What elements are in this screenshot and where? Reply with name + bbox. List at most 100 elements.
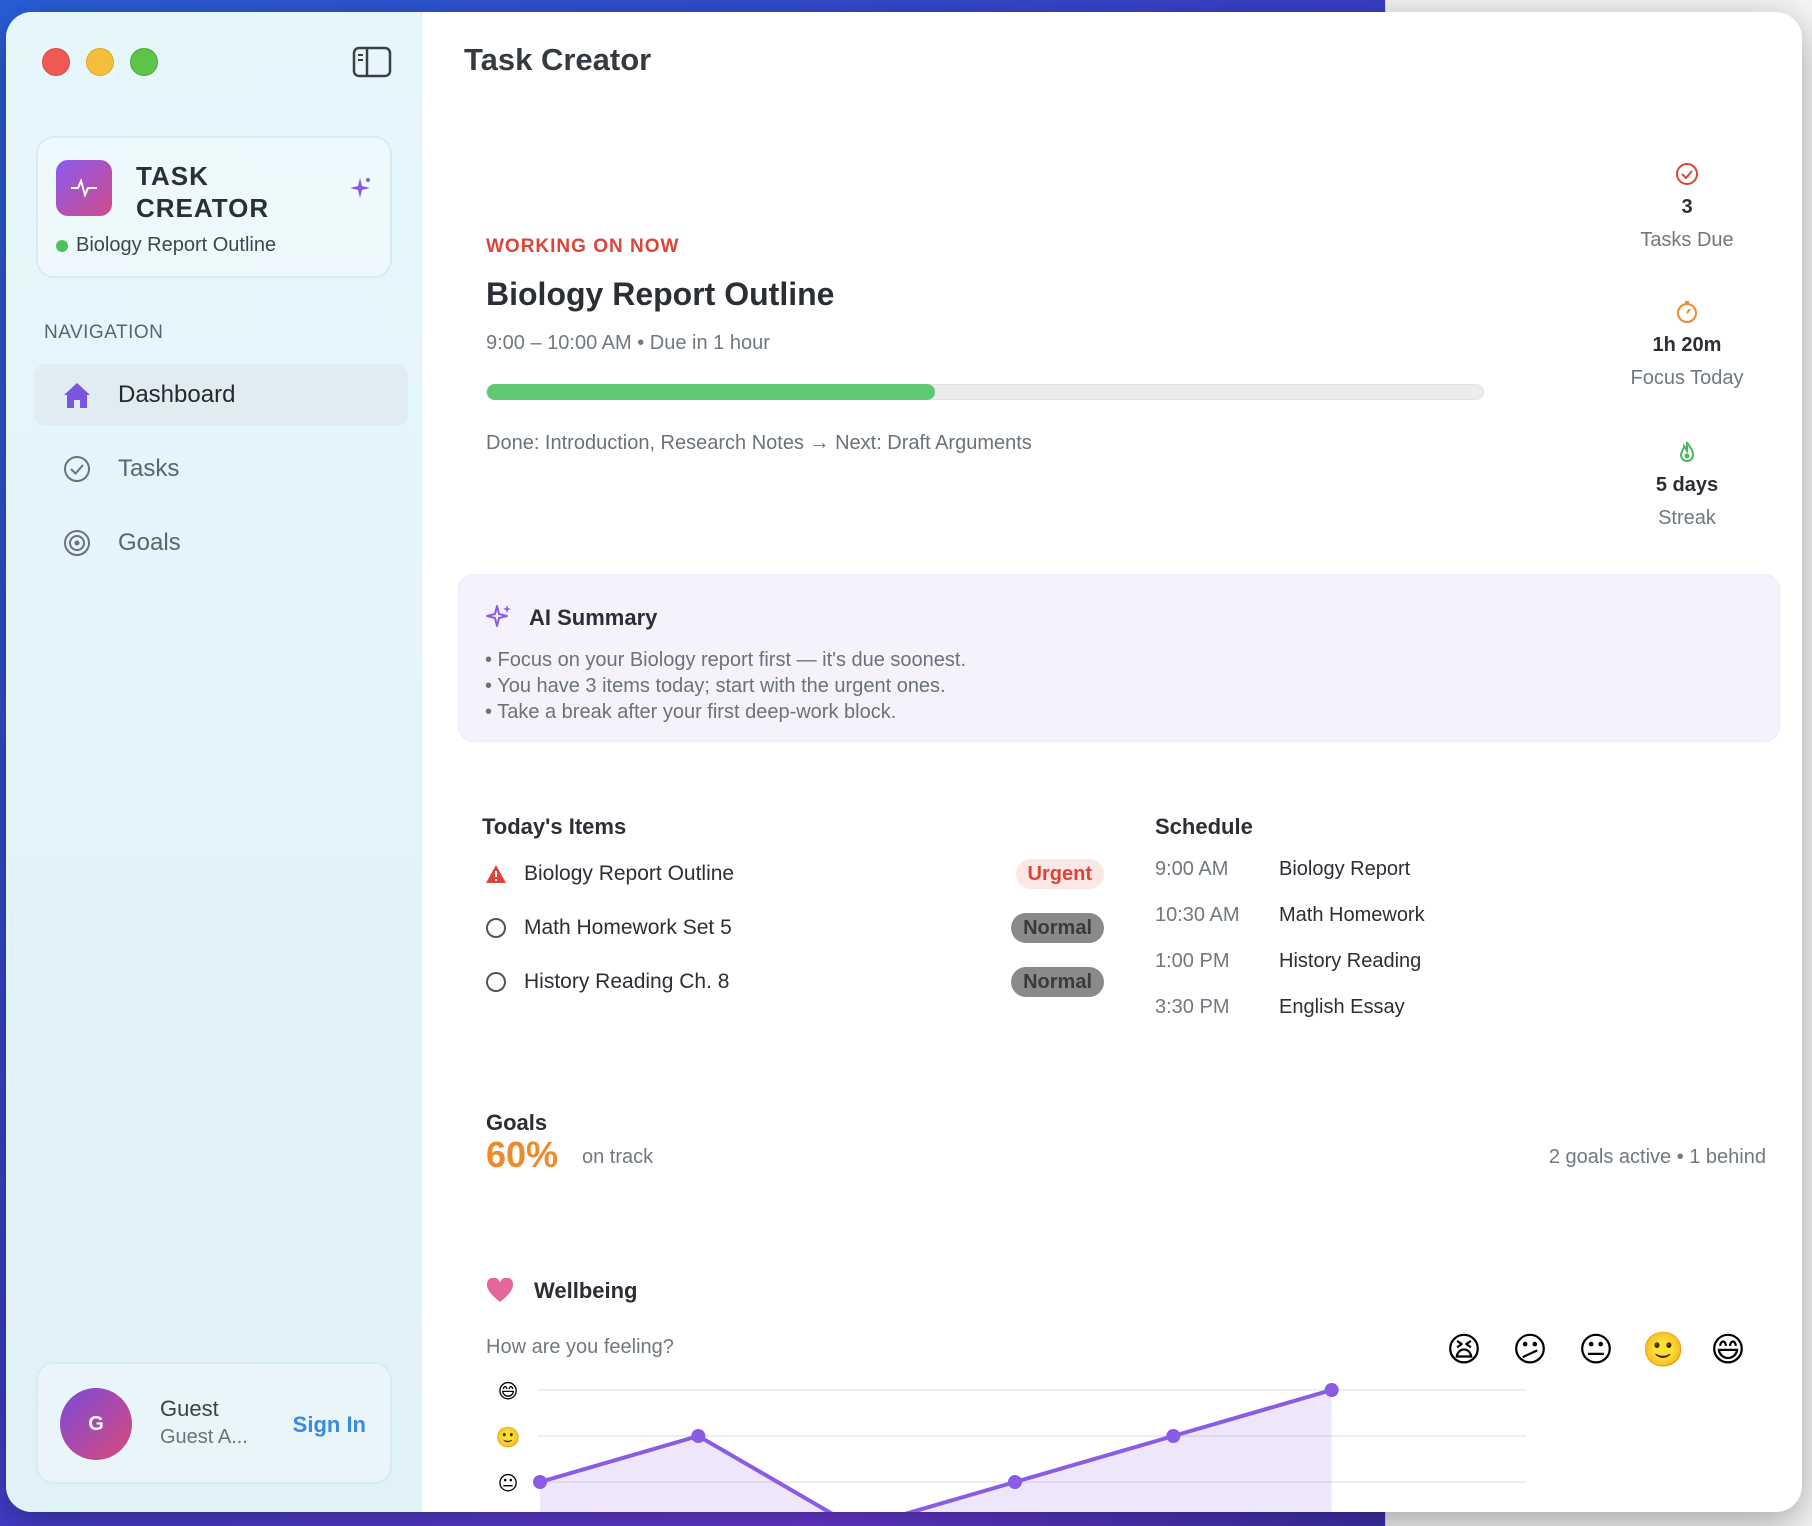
todays-items-title: Today's Items [482, 814, 627, 839]
goals-title: Goals [486, 1110, 548, 1135]
circle-icon[interactable] [484, 970, 508, 994]
stat-label: Streak [1658, 507, 1716, 529]
mood-button-happy[interactable]: 😄 [1710, 1331, 1746, 1369]
priority-badge: Normal [1011, 967, 1104, 997]
brand-title: TASK CREATOR [136, 161, 270, 223]
stat-value: 1h 20m [1652, 334, 1722, 356]
stat-value: 5 days [1655, 474, 1719, 496]
todays-item[interactable]: Math Homework Set 5 Normal [484, 908, 1104, 948]
close-button[interactable] [42, 48, 70, 76]
circle-icon[interactable] [484, 916, 508, 940]
schedule-title-text: History Reading [1279, 950, 1422, 972]
schedule-title-text: English Essay [1279, 996, 1405, 1018]
stat-streak: 5 days Streak [1582, 440, 1792, 530]
check-circle-icon [62, 454, 92, 484]
ai-summary-line: • You have 3 items today; start with the… [485, 675, 946, 697]
house-icon [62, 380, 92, 410]
schedule-row[interactable]: 9:00 AM Biology Report [1155, 858, 1410, 888]
chart-point[interactable] [1008, 1475, 1022, 1489]
schedule-title: Schedule [1155, 814, 1253, 839]
wellbeing-question: How are you feeling? [486, 1336, 674, 1358]
chart-y-tick-label: 😐 [498, 1473, 519, 1495]
main-content: Task Creator WORKING ON NOW Biology Repo… [422, 12, 1802, 1512]
ai-summary-list: • Focus on your Biology report first — i… [485, 647, 966, 725]
mood-button-neutral[interactable]: 😐 [1578, 1331, 1614, 1369]
todays-item-label: Biology Report Outline [524, 862, 735, 885]
sidebar-item-goals[interactable]: Goals [34, 512, 408, 574]
chart-y-tick-label: 😄 [498, 1381, 519, 1403]
chart-point[interactable] [691, 1429, 706, 1443]
window-controls [42, 48, 158, 76]
sidebar-item-dashboard[interactable]: Dashboard [34, 364, 408, 426]
mood-button-content[interactable]: 🙂 [1642, 1331, 1685, 1369]
chart-area [540, 1390, 1332, 1512]
user-name: Guest [160, 1396, 219, 1421]
mood-chart: 😕😐🙂😄 [496, 1381, 1526, 1512]
heart-icon [486, 1277, 514, 1304]
nav-section-label: NAVIGATION [44, 322, 164, 343]
todays-item[interactable]: History Reading Ch. 8 Normal [484, 962, 1104, 1002]
priority-badge: Normal [1011, 913, 1104, 943]
avatar[interactable]: G [60, 1388, 132, 1460]
schedule-time: 10:30 AM [1155, 904, 1240, 926]
timer-icon [1675, 300, 1699, 324]
chart-y-tick-label: 🙂 [496, 1426, 521, 1449]
chart-point[interactable] [1166, 1429, 1181, 1443]
schedule-title-text: Math Homework [1279, 904, 1425, 926]
ai-summary-line: • Take a break after your first deep-wor… [485, 701, 897, 723]
todays-item-label: History Reading Ch. 8 [524, 970, 730, 993]
check-circle-icon [1675, 162, 1699, 186]
window-title: Task Creator [464, 42, 652, 77]
brand-card[interactable]: TASK CREATOR Biology Report Outline [36, 136, 392, 278]
chart-point[interactable] [1324, 1383, 1339, 1397]
stat-tasks-due: 3 Tasks Due [1582, 162, 1792, 252]
current-task-title[interactable]: Biology Report Outline [486, 276, 835, 312]
ai-summary-line: • Focus on your Biology report first — i… [485, 649, 967, 671]
sidebar: TASK CREATOR Biology Report Outline NAVI… [6, 12, 422, 1512]
task-steps: Done: Introduction, Research Notes → Nex… [486, 432, 1032, 454]
sidebar-item-label: Tasks [118, 455, 180, 482]
mood-button-exhausted[interactable]: 😫 [1446, 1331, 1482, 1369]
chart-series-line [539, 1388, 1333, 1512]
ai-summary-card: AI Summary • Focus on your Biology repor… [458, 574, 1780, 742]
goals-percent: 60% [486, 1134, 559, 1175]
sidebar-item-label: Dashboard [118, 381, 236, 408]
minimize-button[interactable] [86, 48, 114, 76]
stat-label: Focus Today [1630, 367, 1744, 389]
pulse-icon [56, 160, 112, 216]
current-task-label: Biology Report Outline [76, 234, 277, 256]
app-window: TASK CREATOR Biology Report Outline NAVI… [6, 12, 1802, 1512]
user-card: G Guest Guest A... Sign In [36, 1362, 392, 1484]
todays-item[interactable]: Biology Report Outline Urgent [484, 854, 1104, 894]
sidebar-item-label: Goals [118, 529, 181, 556]
schedule-time: 1:00 PM [1155, 950, 1230, 972]
stat-label: Tasks Due [1640, 229, 1734, 251]
schedule-row[interactable]: 1:00 PM History Reading [1155, 950, 1421, 980]
task-progress-fill [487, 384, 936, 400]
task-progress-bar [486, 384, 1484, 400]
schedule-time: 9:00 AM [1155, 858, 1229, 880]
stat-value: 3 [1681, 196, 1693, 218]
wellbeing-title: Wellbeing [534, 1278, 638, 1303]
sign-in-button[interactable]: Sign In [292, 1412, 366, 1437]
ai-summary-title: AI Summary [529, 605, 658, 630]
goals-status: on track [582, 1146, 654, 1168]
working-on-now-label: WORKING ON NOW [486, 236, 680, 257]
schedule-title-text: Biology Report [1279, 858, 1411, 880]
schedule-time: 3:30 PM [1155, 996, 1230, 1018]
current-task-status: Biology Report Outline [56, 234, 276, 257]
zoom-button[interactable] [130, 48, 158, 76]
user-subtitle: Guest A... [160, 1426, 248, 1448]
mood-button-worried[interactable]: 😕 [1512, 1331, 1548, 1369]
schedule-row[interactable]: 10:30 AM Math Homework [1155, 904, 1425, 934]
sidebar-toggle-icon[interactable] [352, 46, 392, 78]
sidebar-item-tasks[interactable]: Tasks [34, 438, 408, 500]
chart-point[interactable] [533, 1475, 547, 1489]
status-dot [56, 239, 68, 252]
sparkle-icon[interactable] [348, 176, 372, 200]
schedule-row[interactable]: 3:30 PM English Essay [1155, 996, 1405, 1026]
stat-focus-today: 1h 20m Focus Today [1582, 300, 1792, 390]
goals-meta: 2 goals active • 1 behind [1548, 1146, 1766, 1168]
sparkle-icon [485, 603, 513, 631]
warning-icon [484, 862, 508, 886]
